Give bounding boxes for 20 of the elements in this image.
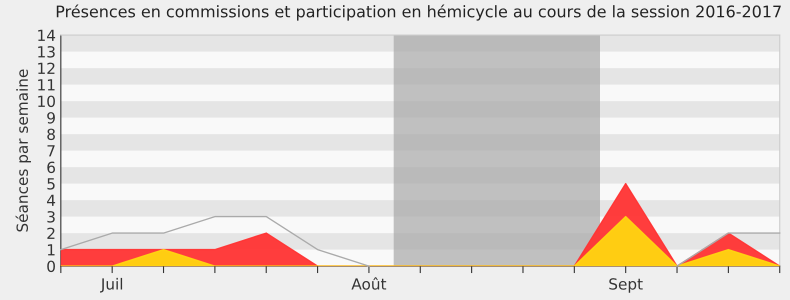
y-tick-label: 5	[47, 178, 55, 190]
y-tick-label: 9	[47, 112, 55, 124]
y-axis-title: Séances par semaine	[16, 69, 31, 232]
y-tick-label: 3	[47, 211, 55, 223]
y-tick-label: 7	[48, 145, 55, 156]
x-tick-label: Sept	[609, 278, 643, 293]
y-tick-label: 8	[47, 128, 55, 140]
y-tick-label: 0	[47, 260, 55, 272]
y-tick-label: 10	[38, 96, 55, 108]
y-tick-label: 14	[38, 30, 56, 41]
y-tick-label: 13	[38, 46, 55, 58]
x-tick-label: Août	[351, 277, 386, 290]
y-tick-label: 4	[46, 194, 56, 206]
y-tick-label: 2	[47, 228, 54, 239]
y-tick-label: 6	[47, 162, 56, 174]
y-tick-label: 11	[38, 79, 55, 90]
y-tick-label: 12	[38, 62, 54, 74]
chart-title: Présences en commissions et participation en hémicycle au cours de la session 2016-2017	[56, 4, 781, 21]
y-tick-label: 1	[48, 244, 55, 256]
x-tick-label: Juil	[100, 278, 122, 293]
